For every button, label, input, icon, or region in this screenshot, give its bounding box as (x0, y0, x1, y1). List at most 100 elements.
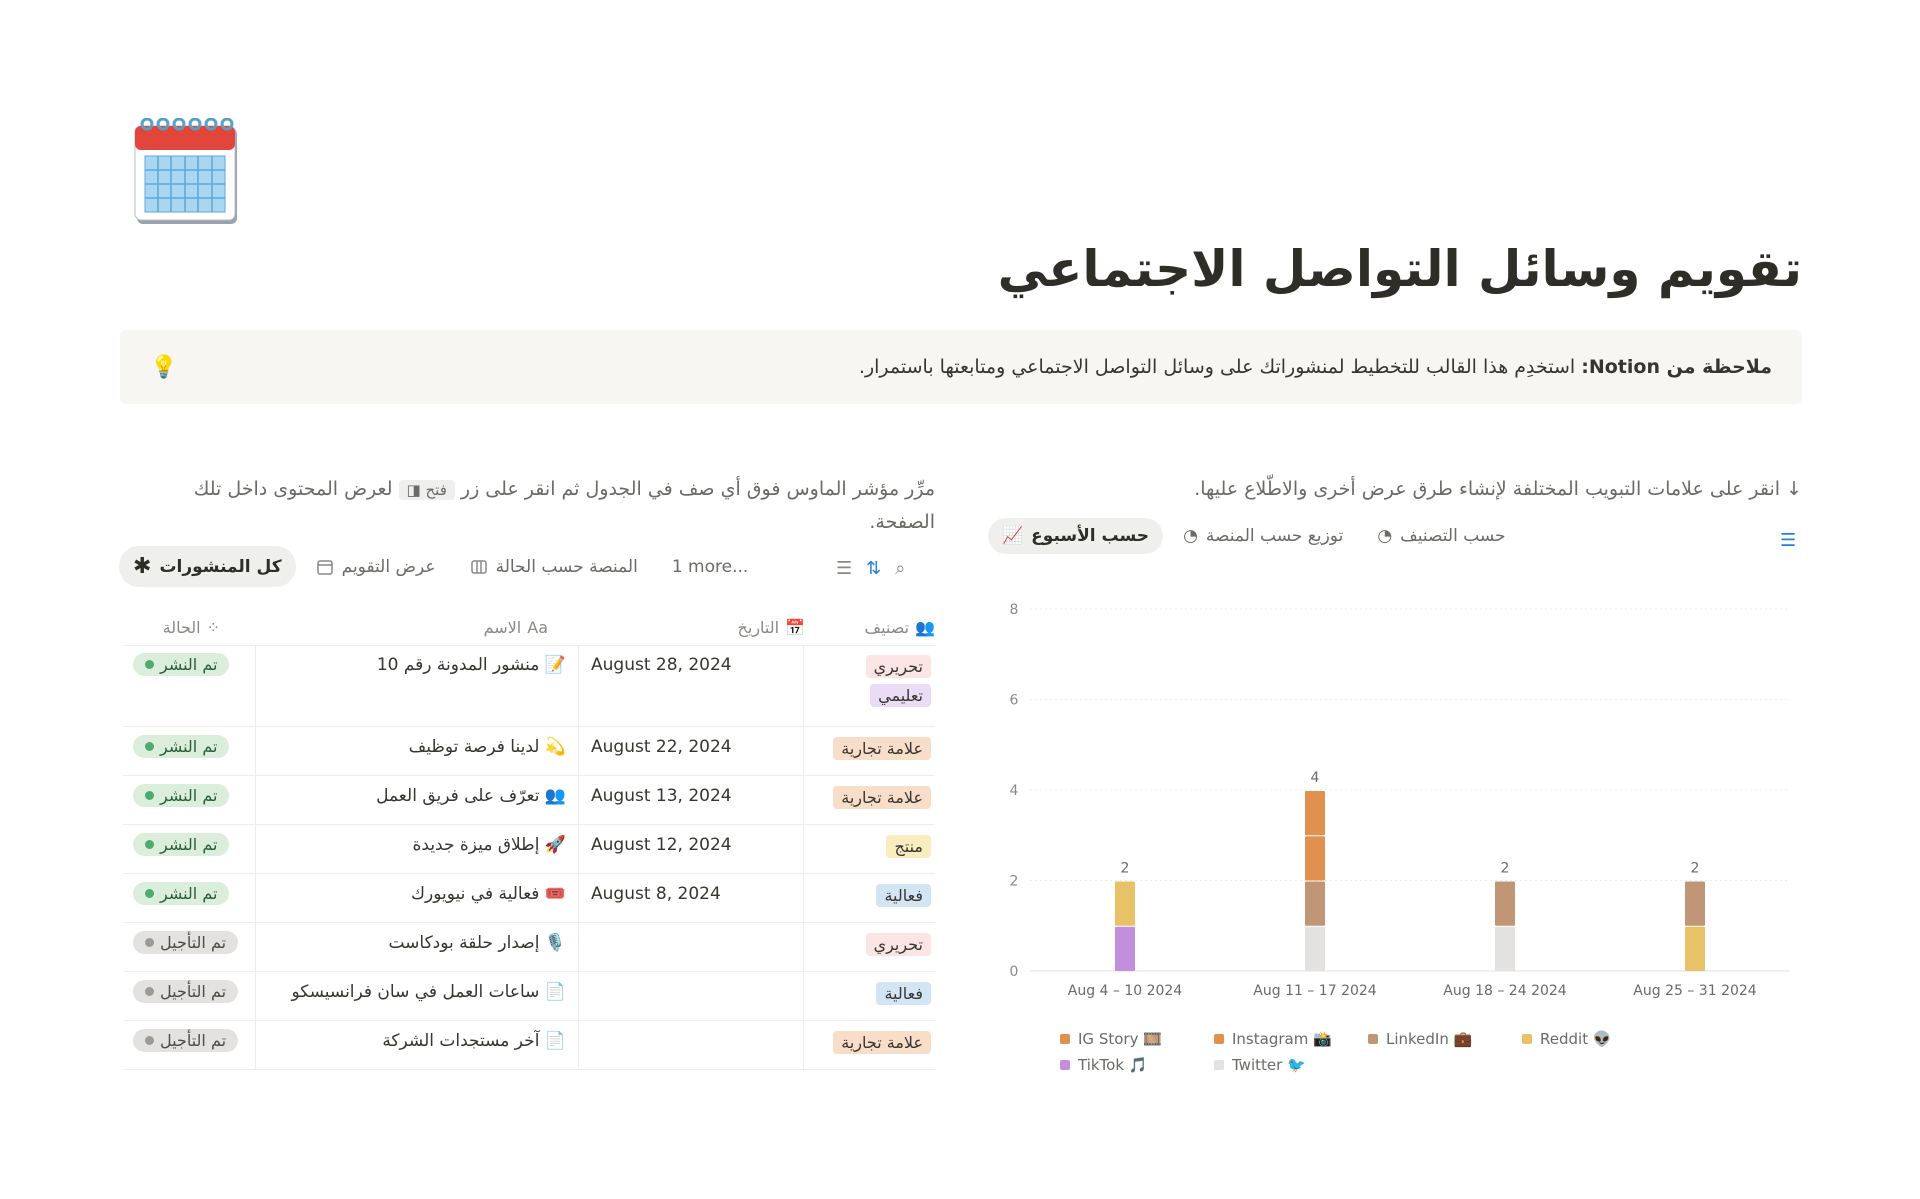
legend-item[interactable]: Twitter 🐦 (1214, 1056, 1334, 1074)
tab-more[interactable]: 1 more... (658, 549, 762, 585)
bar-segment (1685, 926, 1705, 971)
cell-category: علامة تجارية (803, 776, 935, 824)
cell-name[interactable]: 💫 لدينا فرصة توظيف (255, 727, 578, 775)
col-name[interactable]: Aa الاسم (484, 610, 548, 645)
tab-calendar-view[interactable]: عرض التقويم (302, 549, 450, 585)
col-category[interactable]: 👥 تصنيف (865, 610, 935, 645)
status-label: تم التأجيل (160, 1031, 227, 1050)
table-row[interactable]: منتج August 12, 2024 🚀 إطلاق ميزة جديدة … (123, 825, 935, 874)
page-emoji-icon: 🎙️ (544, 933, 566, 953)
bar-chart: 0 2 4 6 8 2 Aug 4 – 10 2024 4 Aug 11 – 17 2024 2 A… (1010, 602, 1790, 999)
legend-item[interactable]: IG Story 🎞️ (1060, 1030, 1180, 1048)
bar-segment (1115, 926, 1135, 971)
legend-label: Twitter 🐦 (1232, 1056, 1306, 1074)
bar-segment (1305, 791, 1325, 836)
table-instructions: مرِّر مؤشر الماوس فوق أي صف في الجدول ثم… (170, 473, 935, 538)
table-row[interactable]: علامة تجارية August 22, 2024 💫 لدينا فرص… (123, 727, 935, 776)
y-tick-label: 8 (1010, 602, 1019, 618)
status-badge: تم النشر (133, 653, 230, 676)
table-row[interactable]: فعالية 📄 ساعات العمل في سان فرانسيسكو تم… (123, 972, 935, 1021)
bar-segment (1305, 881, 1325, 926)
tab-label: توزيع حسب المنصة (1205, 526, 1344, 546)
legend-item[interactable]: TikTok 🎵 (1060, 1056, 1180, 1074)
chart-filter-icon[interactable]: ☰ (1780, 530, 1797, 551)
cell-status: تم التأجيل (123, 972, 255, 1020)
status-label: تم التأجيل (160, 982, 227, 1001)
legend-label: IG Story 🎞️ (1078, 1030, 1162, 1048)
cell-date: August 22, 2024 (578, 727, 803, 775)
cell-name[interactable]: 🚀 إطلاق ميزة جديدة (255, 825, 578, 873)
table-header-divider (123, 645, 935, 646)
post-name: منشور المدونة رقم 10 (376, 655, 540, 675)
page-emoji-icon: 📄 (544, 982, 566, 1002)
status-label: تم النشر (160, 655, 218, 674)
legend-swatch (1368, 1034, 1378, 1044)
legend-item[interactable]: Instagram 📸 (1214, 1030, 1334, 1048)
status-badge: تم النشر (133, 833, 230, 856)
callout-text: ملاحظة من Notion: استخدِم هذا القالب للت… (859, 356, 1772, 378)
legend-item[interactable]: Reddit 👽 (1522, 1030, 1642, 1048)
col-label: التاريخ (737, 618, 780, 637)
page-emoji-icon: 🚀 (544, 835, 566, 855)
table-row[interactable]: تحريري تعليمي August 28, 2024 📝 منشور الم… (123, 645, 935, 727)
table-row[interactable]: علامة تجارية 📄 آخر مستجدات الشركة تم الت… (123, 1021, 935, 1070)
search-icon[interactable]: ⌕ (895, 558, 906, 579)
cell-name[interactable]: 👥 تعرّف على فريق العمل (255, 776, 578, 824)
table-row[interactable]: تحريري 🎙️ إصدار حلقة بودكاست تم التأجيل (123, 923, 935, 972)
category-tag: فعالية (876, 884, 931, 907)
status-label: تم النشر (160, 835, 218, 854)
status-dot (145, 791, 154, 800)
status-badge: تم النشر (133, 784, 230, 807)
col-date[interactable]: 📅 التاريخ (738, 610, 805, 645)
calendar-icon[interactable] (133, 117, 241, 228)
status-icon: ⁘ (206, 618, 220, 637)
sort-icon[interactable]: ⇅ (866, 558, 882, 579)
cell-name[interactable]: 📄 ساعات العمل في سان فرانسيسكو (255, 972, 578, 1020)
cell-name[interactable]: 🎟️ فعالية في نيويورك (255, 874, 578, 922)
post-name: لدينا فرصة توظيف (408, 737, 540, 757)
cell-date: August 8, 2024 (578, 874, 803, 922)
status-dot (145, 889, 154, 898)
y-tick-label: 6 (1010, 693, 1019, 709)
col-status[interactable]: ⁘ الحالة (163, 610, 220, 645)
legend-label: TikTok 🎵 (1078, 1056, 1148, 1074)
legend-label: Reddit 👽 (1540, 1030, 1612, 1048)
category-tag: فعالية (876, 982, 931, 1005)
cell-name[interactable]: 📝 منشور المدونة رقم 10 (255, 645, 578, 726)
cell-category: علامة تجارية (803, 1021, 935, 1069)
table-row[interactable]: علامة تجارية August 13, 2024 👥 تعرّف على… (123, 776, 935, 825)
tab-all-posts[interactable]: كل المنشورات ✱ (119, 546, 296, 587)
pie-icon: ◔ (1377, 526, 1393, 546)
tab-by-category[interactable]: حسب التصنيف ◔ (1363, 518, 1519, 554)
legend-swatch (1214, 1034, 1224, 1044)
page-emoji-icon: 💫 (544, 737, 566, 757)
open-label: فتح (425, 481, 447, 499)
cell-category: فعالية (803, 972, 935, 1020)
status-dot (145, 840, 154, 849)
chart-icon: 📈 (1002, 526, 1024, 546)
tab-label: حسب الأسبوع (1031, 526, 1150, 546)
tab-by-platform[interactable]: توزيع حسب المنصة ◔ (1169, 518, 1357, 554)
status-dot (145, 1036, 154, 1045)
post-name: آخر مستجدات الشركة (382, 1031, 540, 1051)
filter-icon[interactable]: ☰ (836, 558, 853, 579)
tab-by-week[interactable]: حسب الأسبوع 📈 (988, 518, 1164, 554)
status-dot (145, 660, 154, 669)
post-name: فعالية في نيويورك (411, 884, 540, 904)
cell-category: تحريري (803, 923, 935, 971)
cell-name[interactable]: 📄 آخر مستجدات الشركة (255, 1021, 578, 1069)
status-badge: تم النشر (133, 882, 230, 905)
table-tools: ☰ ⇅ ⌕ (836, 558, 905, 579)
x-tick-label: Aug 4 – 10 2024 (1068, 983, 1183, 999)
left-view-tabs: كل المنشورات ✱ عرض التقويم المنصة حسب الح… (119, 546, 762, 587)
chart-legend: IG Story 🎞️ Instagram 📸 LinkedIn 💼 Reddit 👽… (1060, 1030, 1760, 1074)
legend-item[interactable]: LinkedIn 💼 (1368, 1030, 1488, 1048)
legend-label: Instagram 📸 (1232, 1030, 1332, 1048)
cell-name[interactable]: 🎙️ إصدار حلقة بودكاست (255, 923, 578, 971)
cell-status: تم التأجيل (123, 1021, 255, 1069)
tab-platform-by-status[interactable]: المنصة حسب الحالة (456, 549, 652, 585)
table-row[interactable]: فعالية August 8, 2024 🎟️ فعالية في نيويو… (123, 874, 935, 923)
tab-label: المنصة حسب الحالة (495, 556, 638, 577)
status-badge: تم التأجيل (133, 931, 239, 954)
status-dot (145, 742, 154, 751)
